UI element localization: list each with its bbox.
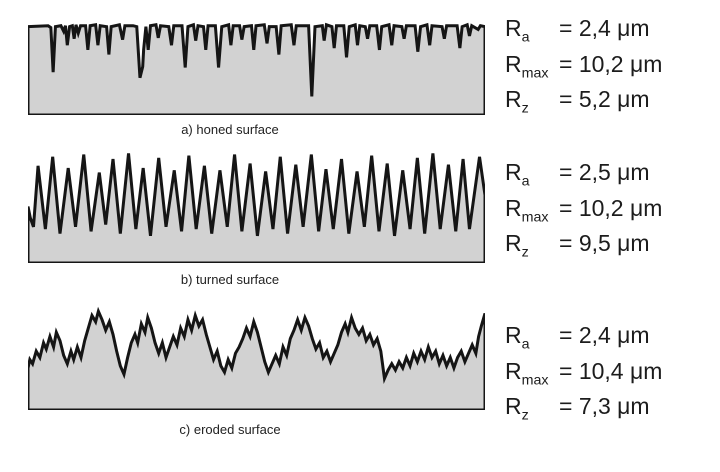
honed-surface-polygon xyxy=(28,25,485,115)
param-row-ra: Ra = 2,4 μm xyxy=(505,322,715,358)
param-row-rz: Rz = 5,2 μm xyxy=(505,86,715,122)
param-label-rz: Rz xyxy=(505,393,559,429)
eroded-surface-polygon xyxy=(28,311,485,410)
param-row-rmax: Rmax = 10,4 μm xyxy=(505,358,715,394)
param-value-rz: = 5,2 μm xyxy=(559,86,650,113)
param-label-ra: Ra xyxy=(505,159,559,195)
honed-surface-drawing xyxy=(28,22,485,115)
turned-surface-profile xyxy=(28,150,485,263)
caption-eroded: c) eroded surface xyxy=(179,422,281,437)
eroded-surface-drawing xyxy=(28,305,485,410)
param-row-rz: Rz = 7,3 μm xyxy=(505,393,715,429)
param-value-ra: = 2,4 μm xyxy=(559,322,650,348)
param-label-rz: Rz xyxy=(505,230,559,266)
honed-surface-profile xyxy=(28,22,485,115)
param-value-rz: = 7,3 μm xyxy=(559,393,650,420)
param-label-ra: Ra xyxy=(505,322,559,358)
param-label-rmax: Rmax xyxy=(505,358,559,394)
param-value-rmax: = 10,4 μm xyxy=(559,357,663,384)
param-subscript: max xyxy=(521,65,549,82)
param-symbol: R xyxy=(505,86,522,113)
caption-honed: a) honed surface xyxy=(181,122,279,137)
param-subscript: max xyxy=(521,372,549,389)
param-symbol: R xyxy=(505,230,522,257)
param-symbol: R xyxy=(505,194,522,221)
turned-surface-drawing xyxy=(28,150,485,263)
param-symbol: R xyxy=(505,50,522,77)
eroded-surface-profile xyxy=(28,305,485,410)
param-label-rmax: Rmax xyxy=(505,195,559,231)
param-row-ra: Ra = 2,5 μm xyxy=(505,159,715,195)
param-value-rmax: = 10,2 μm xyxy=(559,194,663,221)
turned-surface-polygon xyxy=(28,153,485,263)
param-symbol: R xyxy=(505,357,522,384)
param-value-rz: = 9,5 μm xyxy=(559,230,650,257)
param-label-rmax: Rmax xyxy=(505,51,559,87)
param-label-ra: Ra xyxy=(505,15,559,51)
caption-turned: b) turned surface xyxy=(180,272,280,287)
param-row-rmax: Rmax = 10,2 μm xyxy=(505,51,715,87)
param-value-rmax: = 10,2 μm xyxy=(559,50,663,77)
param-subscript: z xyxy=(521,244,529,261)
param-subscript: max xyxy=(521,209,549,226)
param-row-ra: Ra = 2,4 μm xyxy=(505,15,715,51)
param-symbol: R xyxy=(505,322,522,348)
param-subscript: z xyxy=(521,100,529,117)
param-value-ra: = 2,4 μm xyxy=(559,15,650,41)
param-subscript: a xyxy=(521,29,530,46)
param-row-rmax: Rmax = 10,2 μm xyxy=(505,195,715,231)
param-value-ra: = 2,5 μm xyxy=(559,159,650,185)
param-symbol: R xyxy=(505,393,522,420)
param-subscript: z xyxy=(521,407,529,424)
params-turned: Ra = 2,5 μm Rmax = 10,2 μm Rz = 9,5 μm xyxy=(505,159,715,266)
param-symbol: R xyxy=(505,15,522,41)
params-honed: Ra = 2,4 μm Rmax = 10,2 μm Rz = 5,2 μm xyxy=(505,15,715,122)
param-label-rz: Rz xyxy=(505,86,559,122)
param-row-rz: Rz = 9,5 μm xyxy=(505,230,715,266)
param-symbol: R xyxy=(505,159,522,185)
params-eroded: Ra = 2,4 μm Rmax = 10,4 μm Rz = 7,3 μm xyxy=(505,322,715,429)
param-subscript: a xyxy=(521,336,530,353)
param-subscript: a xyxy=(521,173,530,190)
